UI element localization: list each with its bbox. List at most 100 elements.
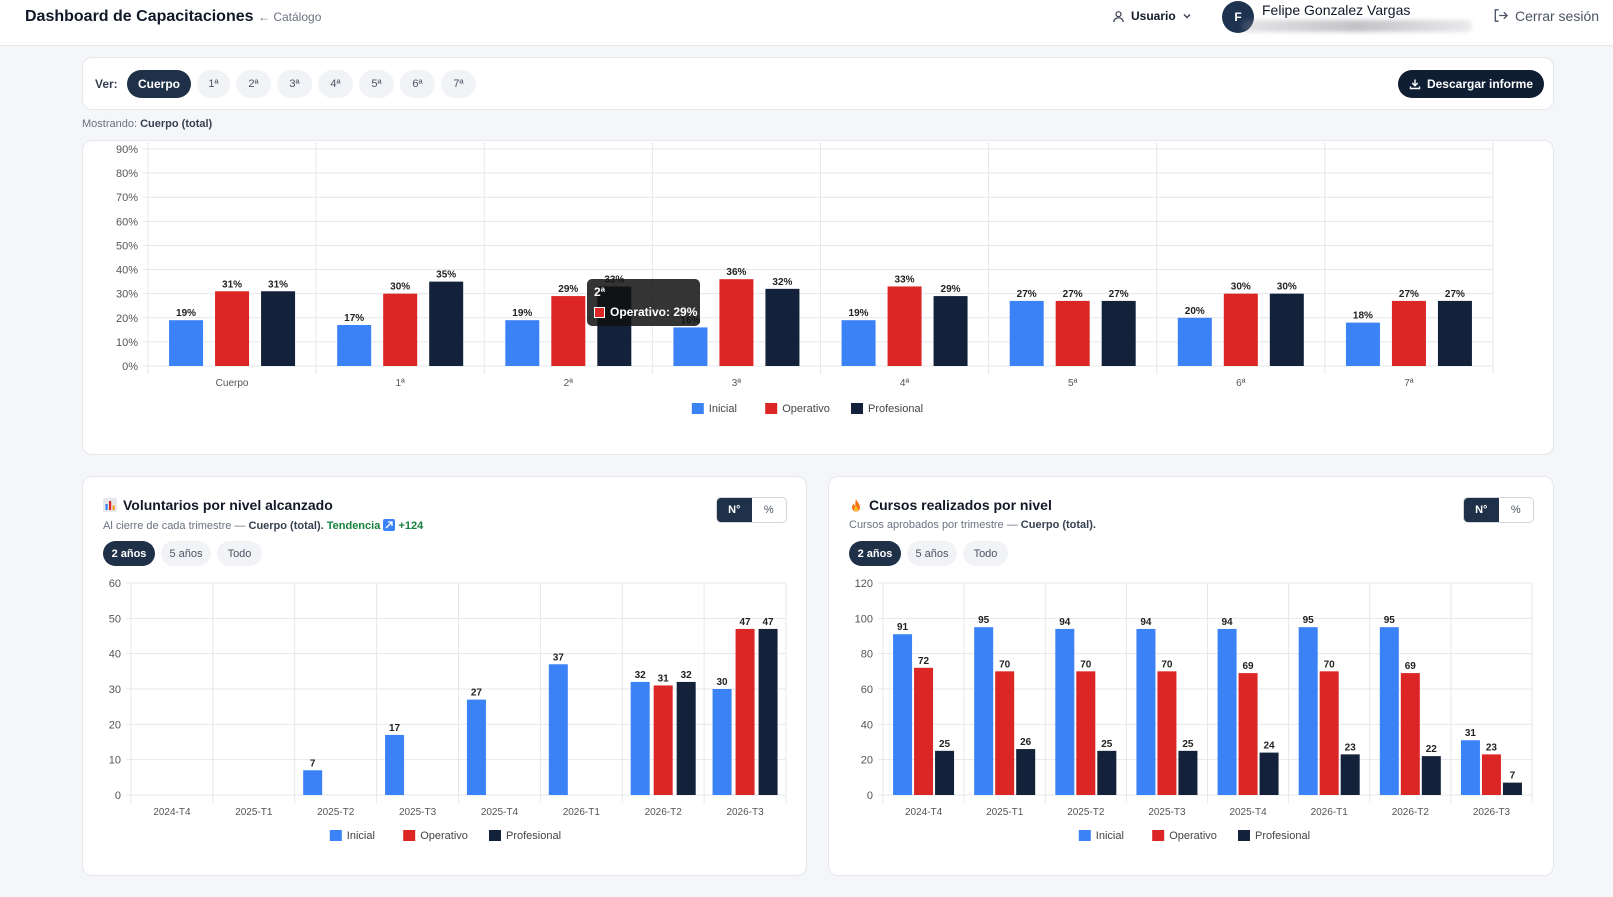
filter-option-2[interactable]: 2ª bbox=[236, 70, 271, 98]
x-tick-label: 2026-T3 bbox=[726, 807, 764, 818]
x-tick-label: 3ª bbox=[732, 378, 742, 389]
legend-swatch bbox=[329, 830, 342, 841]
cursos-unit-toggle: N° % bbox=[1463, 497, 1534, 523]
bar bbox=[719, 279, 754, 366]
trend-label: Tendencia bbox=[326, 520, 381, 532]
legend-label: Operativo bbox=[782, 403, 830, 415]
y-tick-label: 40 bbox=[861, 719, 873, 731]
y-tick-label: 0% bbox=[122, 361, 138, 373]
data-label: 27% bbox=[1017, 289, 1037, 300]
catalog-back-link[interactable]: ← Catálogo bbox=[258, 10, 322, 24]
x-tick-label: 2024-T4 bbox=[153, 807, 191, 818]
cursos-card: Cursos realizados por nivel Cursos aprob… bbox=[828, 476, 1554, 876]
data-label: 70 bbox=[1080, 659, 1092, 670]
y-tick-label: 40% bbox=[116, 265, 138, 277]
logout-button[interactable]: Cerrar sesión bbox=[1492, 7, 1599, 24]
bar bbox=[1437, 300, 1472, 366]
bar bbox=[337, 325, 372, 366]
data-label: 24 bbox=[1264, 741, 1276, 752]
legend-swatch bbox=[1152, 830, 1165, 841]
y-tick-label: 30 bbox=[109, 684, 121, 696]
x-tick-label: 7ª bbox=[1404, 378, 1414, 389]
bar bbox=[653, 685, 673, 795]
voluntarios-toggle-percent[interactable]: % bbox=[763, 504, 774, 516]
bar bbox=[1178, 750, 1198, 795]
x-tick-label: 6ª bbox=[1236, 378, 1246, 389]
data-label: 27% bbox=[1445, 289, 1465, 300]
voluntarios-range-2y[interactable]: 2 años bbox=[103, 541, 155, 566]
x-tick-label: 2025-T4 bbox=[481, 807, 519, 818]
data-label: 72 bbox=[918, 656, 930, 667]
data-label: 94 bbox=[1140, 617, 1152, 628]
legend-swatch bbox=[691, 403, 704, 414]
filter-option-7[interactable]: 7ª bbox=[441, 70, 476, 98]
data-label: 27% bbox=[1399, 289, 1419, 300]
download-icon bbox=[1409, 79, 1421, 90]
x-tick-label: 2026-T3 bbox=[1473, 807, 1511, 818]
cursos-range-5y[interactable]: 5 años bbox=[907, 541, 957, 566]
voluntarios-range-all[interactable]: Todo bbox=[217, 541, 262, 566]
data-label: 31% bbox=[268, 279, 288, 290]
tooltip-title: 2ª bbox=[594, 285, 606, 299]
data-label: 7 bbox=[310, 758, 316, 769]
bar bbox=[466, 699, 486, 795]
filter-option-cuerpo[interactable]: Cuerpo bbox=[127, 70, 191, 98]
y-tick-label: 20% bbox=[116, 313, 138, 325]
avatar[interactable]: F bbox=[1222, 1, 1254, 33]
tooltip-text: Operativo: 29% bbox=[610, 305, 698, 319]
user-menu-button[interactable]: Usuario bbox=[1112, 9, 1192, 23]
data-label: 30 bbox=[717, 677, 729, 688]
data-label: 20% bbox=[1185, 306, 1205, 317]
level-distribution-card: 0% 10% 20% 30% 40% 50% 60% 70% 80% 90% Cuerpo 1ª 2ª 3… bbox=[82, 140, 1554, 455]
download-report-button[interactable]: Descargar informe bbox=[1398, 70, 1544, 98]
cursos-range-2y[interactable]: 2 años bbox=[849, 541, 901, 566]
bar bbox=[261, 291, 296, 366]
redacted-user-detail bbox=[1242, 20, 1472, 32]
voluntarios-toggle-count[interactable]: N° bbox=[717, 498, 752, 522]
bar bbox=[995, 671, 1015, 795]
data-label: 94 bbox=[1059, 617, 1071, 628]
data-label: 47 bbox=[763, 617, 775, 628]
x-tick-label: 2026-T1 bbox=[563, 807, 601, 818]
trend-value: +124 bbox=[398, 520, 424, 532]
y-tick-label: 90% bbox=[116, 144, 138, 156]
cursos-toggle-percent[interactable]: % bbox=[1510, 504, 1521, 516]
bar bbox=[1055, 300, 1090, 366]
bar bbox=[974, 627, 994, 795]
y-tick-label: 70% bbox=[116, 192, 138, 204]
cursos-toggle-count[interactable]: N° bbox=[1464, 498, 1499, 522]
data-label: 91 bbox=[897, 622, 909, 633]
x-tick-label: 2025-T1 bbox=[986, 807, 1024, 818]
bar bbox=[933, 296, 968, 366]
tooltip-swatch bbox=[594, 306, 605, 318]
y-tick-label: 10% bbox=[116, 337, 138, 349]
download-report-label: Descargar informe bbox=[1426, 77, 1534, 91]
data-label: 19% bbox=[512, 308, 532, 319]
data-label: 27% bbox=[1063, 289, 1083, 300]
legend-swatch bbox=[403, 830, 416, 841]
fire-icon bbox=[852, 498, 860, 511]
bar bbox=[676, 681, 696, 795]
data-label: 29% bbox=[558, 284, 578, 295]
filter-label: Ver: bbox=[95, 77, 118, 91]
bar bbox=[1269, 293, 1304, 366]
bar bbox=[765, 288, 800, 366]
filter-option-5[interactable]: 5ª bbox=[359, 70, 394, 98]
filter-option-3[interactable]: 3ª bbox=[277, 70, 312, 98]
x-tick-label: 2ª bbox=[564, 378, 574, 389]
bar bbox=[758, 628, 778, 795]
filter-option-4[interactable]: 4ª bbox=[318, 70, 353, 98]
data-label: 27% bbox=[1109, 289, 1129, 300]
bar bbox=[1460, 740, 1480, 795]
x-tick-label: 2026-T2 bbox=[1392, 807, 1430, 818]
cursos-title-text: Cursos realizados por nivel bbox=[869, 497, 1052, 513]
filter-option-6[interactable]: 6ª bbox=[400, 70, 435, 98]
data-label: 19% bbox=[849, 308, 869, 319]
x-tick-label: 4ª bbox=[900, 378, 910, 389]
voluntarios-range-5y[interactable]: 5 años bbox=[161, 541, 211, 566]
bar bbox=[712, 689, 732, 795]
voluntarios-card: Voluntarios por nivel alcanzado Al cierr… bbox=[82, 476, 807, 876]
filter-option-1[interactable]: 1ª bbox=[197, 70, 230, 98]
x-tick-label: 2024-T4 bbox=[905, 807, 943, 818]
cursos-range-all[interactable]: Todo bbox=[963, 541, 1008, 566]
